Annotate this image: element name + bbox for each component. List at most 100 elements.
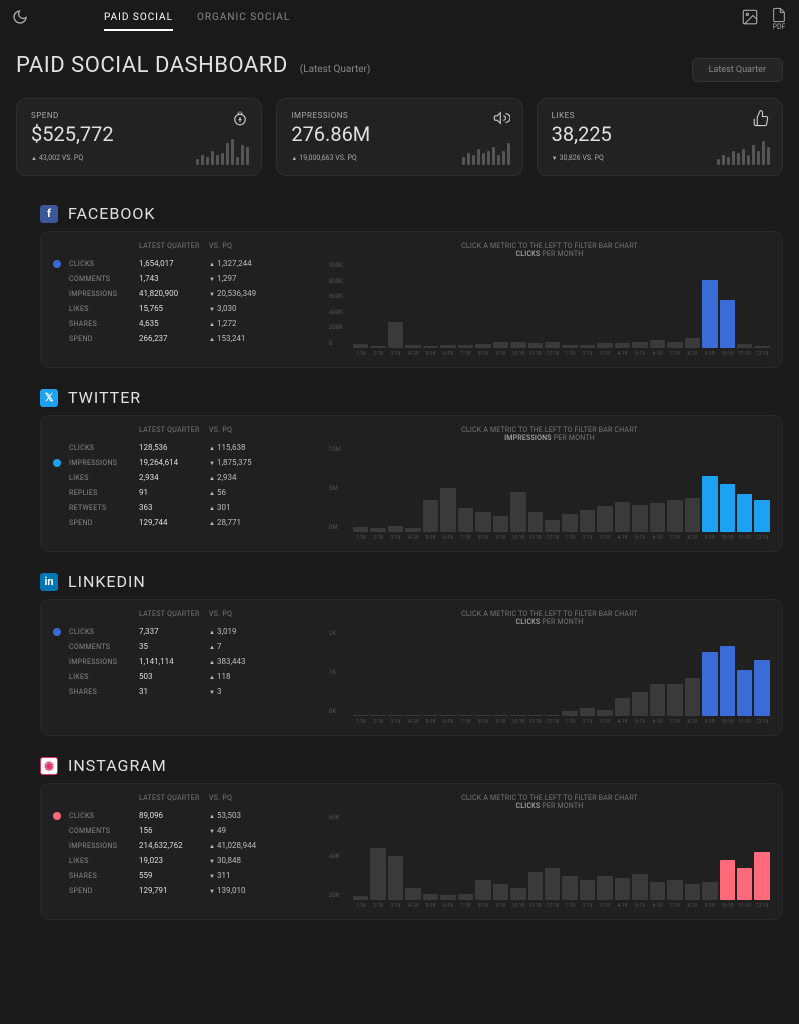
metric-row-impressions[interactable]: IMPRESSIONS 19,264,614 1,875,375: [53, 455, 313, 470]
metric-name: LIKES: [69, 857, 139, 865]
metric-delta: 3,030: [209, 304, 279, 313]
metric-row-likes[interactable]: LIKES 19,023 30,848: [53, 853, 313, 868]
metric-value: 4,635: [139, 319, 209, 328]
metric-name: LIKES: [69, 305, 139, 313]
metric-row-comments[interactable]: COMMENTS 35 7: [53, 639, 313, 654]
section-title: FACEBOOK: [68, 204, 155, 223]
chart-bars: [329, 820, 770, 900]
metric-name: SHARES: [69, 872, 139, 880]
chart-caption: CLICK A METRIC TO THE LEFT TO FILTER BAR…: [329, 242, 770, 258]
metric-row-shares[interactable]: SHARES 559 311: [53, 868, 313, 883]
metric-name: SHARES: [69, 320, 139, 328]
facebook-icon: f: [40, 205, 58, 223]
metric-name: CLICKS: [69, 628, 139, 636]
metric-value: 1,141,114: [139, 657, 209, 666]
metric-value: 128,536: [139, 443, 209, 452]
bar-chart: CLICK A METRIC TO THE LEFT TO FILTER BAR…: [329, 426, 770, 541]
kpi-label: LIKES: [552, 111, 768, 120]
kpi-row: SPEND $525,772 43,002 VS. PQ IMPRESSIONS…: [0, 90, 799, 196]
metric-delta: 30,848: [209, 856, 279, 865]
metric-row-spend[interactable]: SPEND 129,791 139,010: [53, 883, 313, 898]
metric-value: 19,023: [139, 856, 209, 865]
metric-value: 1,743: [139, 274, 209, 283]
metrics-table: LATEST QUARTER VS. PQ CLICKS 89,096 53,5…: [53, 794, 313, 909]
metric-delta: 139,010: [209, 886, 279, 895]
y-axis: 900K800K600K400K200K0: [329, 262, 343, 347]
metric-delta: 53,503: [209, 811, 279, 820]
metric-value: 1,654,017: [139, 259, 209, 268]
col-vspq: VS. PQ: [209, 426, 279, 434]
pdf-export-icon[interactable]: PDF: [771, 7, 787, 31]
metric-row-impressions[interactable]: IMPRESSIONS 41,820,900 20,536,349: [53, 286, 313, 301]
col-latest: LATEST QUARTER: [139, 794, 209, 802]
metric-name: COMMENTS: [69, 827, 139, 835]
col-vspq: VS. PQ: [209, 794, 279, 802]
metric-delta: 1,297: [209, 274, 279, 283]
section-title: TWITTER: [68, 388, 141, 407]
date-filter[interactable]: Latest Quarter: [692, 58, 783, 82]
metrics-table: LATEST QUARTER VS. PQ CLICKS 7,337 3,019…: [53, 610, 313, 725]
section-instagram: ◉ INSTAGRAM LATEST QUARTER VS. PQ CLICKS…: [0, 748, 799, 932]
chart-bars: [329, 452, 770, 532]
metric-value: 7,337: [139, 627, 209, 636]
kpi-card-impressions[interactable]: IMPRESSIONS 276.86M 19,000,663 VS. PQ: [276, 98, 522, 176]
metric-name: SHARES: [69, 688, 139, 696]
tab-organic-social[interactable]: ORGANIC SOCIAL: [197, 6, 290, 31]
kpi-sparkline: [462, 137, 510, 165]
kpi-card-spend[interactable]: SPEND $525,772 43,002 VS. PQ: [16, 98, 262, 176]
metric-value: 31: [139, 687, 209, 696]
metric-delta: 20,536,349: [209, 289, 279, 298]
image-export-icon[interactable]: [741, 8, 759, 29]
chart-caption: CLICK A METRIC TO THE LEFT TO FILTER BAR…: [329, 610, 770, 626]
metric-delta: 7: [209, 642, 279, 651]
y-axis: 60K40K20K: [329, 814, 340, 899]
x-axis: 1-182-183-184-185-186-187-188-189-1810-1…: [329, 535, 770, 541]
metric-row-likes[interactable]: LIKES 503 118: [53, 669, 313, 684]
metric-row-clicks[interactable]: CLICKS 89,096 53,503: [53, 808, 313, 823]
topbar: PAID SOCIAL ORGANIC SOCIAL PDF: [0, 0, 799, 37]
col-latest: LATEST QUARTER: [139, 242, 209, 250]
metric-row-clicks[interactable]: CLICKS 7,337 3,019: [53, 624, 313, 639]
metric-name: REPLIES: [69, 489, 139, 497]
y-axis: 2K1K0K: [329, 630, 336, 715]
title-row: PAID SOCIAL DASHBOARD (Latest Quarter) L…: [0, 37, 799, 90]
metric-name: IMPRESSIONS: [69, 290, 139, 298]
metric-row-spend[interactable]: SPEND 266,237 153,241: [53, 331, 313, 346]
metric-delta: 41,028,944: [209, 841, 279, 850]
metric-delta: 3,019: [209, 627, 279, 636]
metric-name: CLICKS: [69, 260, 139, 268]
thumb-icon: [752, 109, 770, 130]
metric-row-clicks[interactable]: CLICKS 1,654,017 1,327,244: [53, 256, 313, 271]
metric-row-retweets[interactable]: RETWEETS 363 301: [53, 500, 313, 515]
metric-row-shares[interactable]: SHARES 31 3: [53, 684, 313, 699]
metric-row-likes[interactable]: LIKES 15,765 3,030: [53, 301, 313, 316]
metric-row-replies[interactable]: REPLIES 91 56: [53, 485, 313, 500]
x-axis: 1-182-183-184-185-186-187-188-189-1810-1…: [329, 719, 770, 725]
money-icon: [231, 109, 249, 130]
metric-name: IMPRESSIONS: [69, 658, 139, 666]
metric-name: COMMENTS: [69, 275, 139, 283]
metric-row-impressions[interactable]: IMPRESSIONS 1,141,114 383,443: [53, 654, 313, 669]
metric-row-spend[interactable]: SPEND 129,744 28,771: [53, 515, 313, 530]
megaphone-icon: [492, 109, 510, 130]
metric-row-clicks[interactable]: CLICKS 128,536 115,638: [53, 440, 313, 455]
metric-delta: 115,638: [209, 443, 279, 452]
metric-row-comments[interactable]: COMMENTS 1,743 1,297: [53, 271, 313, 286]
metric-row-likes[interactable]: LIKES 2,934 2,934: [53, 470, 313, 485]
kpi-card-likes[interactable]: LIKES 38,225 30,826 VS. PQ: [537, 98, 783, 176]
metric-delta: 2,934: [209, 473, 279, 482]
metric-row-impressions[interactable]: IMPRESSIONS 214,632,762 41,028,944: [53, 838, 313, 853]
kpi-label: SPEND: [31, 111, 247, 120]
metric-name: LIKES: [69, 673, 139, 681]
dark-mode-icon[interactable]: [12, 9, 28, 29]
instagram-icon: ◉: [40, 757, 58, 775]
col-vspq: VS. PQ: [209, 242, 279, 250]
bar-chart: CLICK A METRIC TO THE LEFT TO FILTER BAR…: [329, 242, 770, 357]
nav-tabs: PAID SOCIAL ORGANIC SOCIAL: [104, 6, 290, 31]
metric-delta: 1,875,375: [209, 458, 279, 467]
tab-paid-social[interactable]: PAID SOCIAL: [104, 6, 173, 31]
metric-value: 363: [139, 503, 209, 512]
metric-delta: 153,241: [209, 334, 279, 343]
metric-row-comments[interactable]: COMMENTS 156 49: [53, 823, 313, 838]
metric-row-shares[interactable]: SHARES 4,635 1,272: [53, 316, 313, 331]
